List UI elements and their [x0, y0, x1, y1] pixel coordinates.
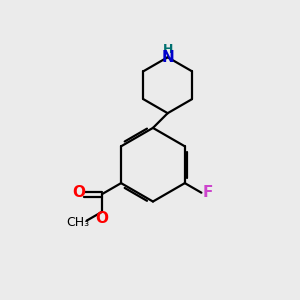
Text: H: H [163, 43, 173, 56]
Text: O: O [73, 185, 85, 200]
Text: O: O [95, 211, 108, 226]
Text: N: N [161, 50, 174, 65]
Text: CH₃: CH₃ [66, 216, 89, 229]
Text: F: F [203, 185, 213, 200]
